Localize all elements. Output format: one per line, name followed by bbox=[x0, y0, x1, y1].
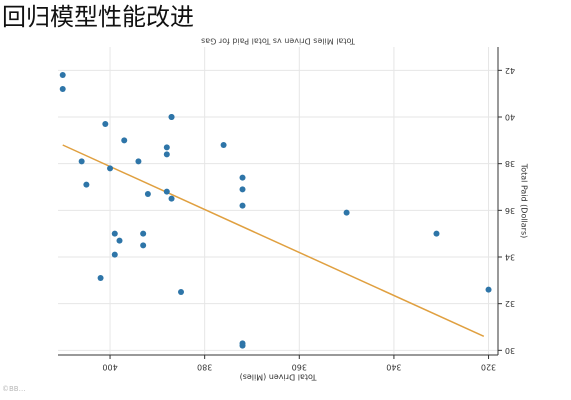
y-tick-label: 36 bbox=[505, 206, 515, 215]
data-point bbox=[239, 202, 246, 209]
chart-title: Total Miles Driven vs Total Paid for Gas bbox=[201, 37, 356, 46]
data-point bbox=[433, 230, 440, 237]
y-tick-label: 34 bbox=[505, 253, 515, 262]
y-tick-label: 32 bbox=[505, 299, 515, 308]
data-point bbox=[107, 165, 114, 172]
data-point bbox=[239, 174, 246, 181]
data-point bbox=[59, 72, 66, 78]
data-point bbox=[163, 144, 170, 151]
points-layer bbox=[59, 72, 492, 349]
y-tick-label: 38 bbox=[505, 159, 515, 168]
data-point bbox=[163, 151, 170, 158]
x-tick-label: 340 bbox=[386, 363, 401, 372]
data-point bbox=[97, 275, 104, 281]
y-axis-label: Total Paid (Dollars) bbox=[520, 163, 529, 239]
x-tick-label: 320 bbox=[481, 363, 496, 372]
data-point bbox=[144, 191, 151, 197]
data-point bbox=[78, 158, 85, 165]
data-point bbox=[168, 195, 175, 202]
data-point bbox=[220, 142, 227, 148]
data-point bbox=[121, 137, 128, 144]
data-point bbox=[135, 158, 142, 165]
x-tick-label: 400 bbox=[102, 363, 117, 372]
data-point bbox=[83, 181, 90, 188]
x-tick-label: 380 bbox=[197, 363, 212, 372]
data-point bbox=[239, 186, 246, 193]
y-tick-label: 30 bbox=[505, 346, 515, 355]
data-point bbox=[168, 114, 175, 120]
data-point bbox=[59, 86, 66, 92]
y-tick-label: 42 bbox=[505, 66, 515, 75]
regression-layer bbox=[62, 144, 485, 338]
data-point bbox=[140, 230, 147, 237]
watermark: ©BB… bbox=[2, 385, 26, 393]
y-tick-label: 40 bbox=[505, 113, 515, 122]
grid bbox=[58, 47, 498, 355]
data-point bbox=[485, 286, 492, 293]
labels-layer: 400 380 360 340 320 30 32 34 36 38 40 42 Total Miles… bbox=[102, 37, 528, 382]
data-point bbox=[163, 188, 170, 195]
data-point bbox=[116, 237, 123, 244]
data-point bbox=[343, 209, 350, 216]
data-point bbox=[140, 242, 147, 249]
data-point bbox=[178, 289, 185, 295]
regression-line bbox=[62, 144, 485, 338]
axes bbox=[58, 47, 502, 359]
data-point bbox=[239, 342, 246, 349]
x-axis-label: Total Driven (Miles) bbox=[240, 373, 318, 382]
page-caption: 回归模型性能改进 bbox=[2, 3, 194, 31]
data-point bbox=[102, 121, 109, 127]
data-point bbox=[111, 230, 118, 237]
data-point bbox=[111, 251, 118, 258]
x-tick-label: 360 bbox=[292, 363, 307, 372]
